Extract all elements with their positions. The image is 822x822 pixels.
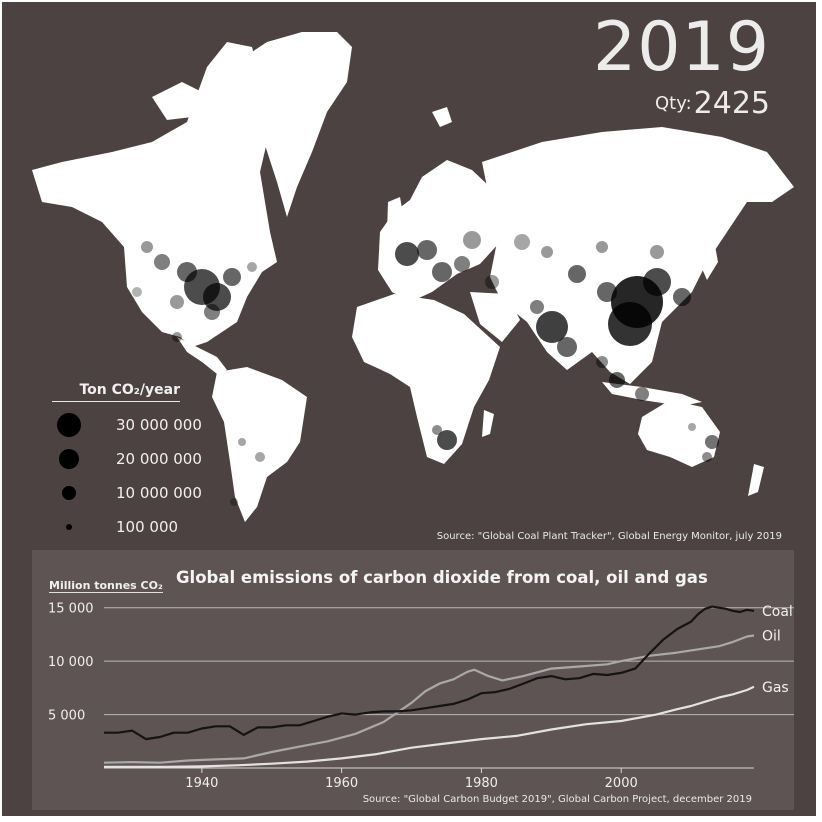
plant-bubble (132, 287, 142, 297)
plant-bubble (541, 246, 553, 258)
japan (700, 240, 718, 280)
plant-bubble (530, 300, 544, 314)
year-title: 2019 (592, 8, 770, 87)
plant-bubble (557, 337, 577, 357)
chart-source: Source: "Global Carbon Budget 2019", Glo… (362, 794, 752, 805)
asia (482, 127, 794, 384)
britain (387, 197, 404, 234)
plant-bubble (673, 288, 691, 306)
plant-bubble (536, 311, 568, 343)
plant-bubble (705, 435, 719, 449)
plant-bubble (702, 452, 712, 462)
plant-bubble (204, 304, 220, 320)
arctic-islands (152, 82, 202, 120)
series-line-oil (103, 634, 755, 764)
plant-bubble (635, 387, 649, 401)
plant-bubble (432, 425, 442, 435)
coal-plant-bubbles (132, 231, 719, 506)
y-tick-label: 15 000 (48, 602, 94, 617)
plant-bubble (463, 231, 481, 249)
plant-bubble (203, 283, 231, 311)
legend-label: 20 000 000 (116, 450, 202, 468)
legend-item: 30 000 000 (52, 408, 232, 442)
x-tick-label: 1980 (465, 776, 498, 791)
legend-dot-small (62, 486, 76, 500)
emissions-chart-panel: 5 000 10 000 15 000 1940 1960 1980 2000 Coal Oil… (32, 550, 794, 810)
qty-value: 2425 (693, 86, 770, 121)
north-america (32, 42, 277, 347)
plant-bubble (608, 302, 652, 346)
series-label: Coal (762, 604, 793, 620)
plant-bubble (177, 262, 197, 282)
qty-label: Qty: (655, 93, 692, 114)
series-label: Gas (762, 680, 789, 696)
plant-bubble (596, 241, 608, 253)
bubble-size-legend: Ton CO₂/year 30 000 000 20 000 000 10 00… (52, 382, 232, 544)
plant-bubble (172, 332, 182, 342)
new-zealand (748, 464, 764, 496)
x-tick-label: 1960 (325, 776, 358, 791)
x-tick-label: 2000 (605, 776, 638, 791)
madagascar (482, 410, 494, 437)
plant-bubble (454, 256, 470, 272)
south-america (212, 367, 307, 522)
plant-bubble (223, 268, 241, 286)
legend-item: 10 000 000 (52, 476, 232, 510)
plant-bubble (437, 430, 457, 450)
y-tick-label: 5 000 (48, 709, 85, 724)
legend-dot-large (57, 413, 81, 437)
central-america (177, 337, 227, 374)
series-label: Oil (762, 628, 781, 644)
plant-bubble (255, 452, 265, 462)
x-tick-label: 1940 (185, 776, 218, 791)
africa (352, 294, 500, 464)
australia (638, 400, 720, 467)
legend-label: 10 000 000 (116, 484, 202, 502)
plant-quantity: Qty:2425 (655, 86, 770, 121)
legend-item: 20 000 000 (52, 442, 232, 476)
plant-bubble (609, 372, 625, 388)
y-tick-label: 10 000 (48, 655, 94, 670)
plant-bubble (395, 242, 419, 266)
plant-bubble (417, 240, 437, 260)
plant-bubble (432, 262, 452, 282)
legend-dot-medium (59, 449, 79, 469)
world-map (32, 32, 794, 522)
series-line-gas (104, 685, 755, 768)
legend-label: 30 000 000 (116, 416, 202, 434)
plant-bubble (170, 295, 184, 309)
indonesia (602, 382, 702, 406)
arabia (470, 292, 520, 342)
chart-title: Global emissions of carbon dioxide from … (176, 568, 708, 587)
plant-bubble (485, 275, 499, 289)
plant-bubble (230, 498, 238, 506)
plant-bubble (141, 241, 153, 253)
series-line-coal (104, 605, 755, 741)
legend-label: 100 000 (116, 518, 179, 536)
chart-y-axis-label: Million tonnes CO₂ (49, 579, 163, 593)
legend-dot-tiny (66, 524, 72, 530)
plant-bubble (643, 268, 671, 296)
svalbard (432, 107, 452, 127)
plant-bubble (688, 423, 696, 431)
plant-bubble (514, 234, 530, 250)
plant-bubble (154, 254, 170, 270)
plant-bubble (596, 356, 608, 368)
legend-item: 100 000 (52, 510, 232, 544)
plant-bubble (597, 282, 617, 302)
plant-bubble (247, 262, 257, 272)
plant-bubble (568, 265, 586, 283)
greenland (237, 32, 352, 217)
map-source: Source: "Global Coal Plant Tracker", Glo… (436, 531, 782, 542)
plant-bubble (238, 438, 246, 446)
legend-title: Ton CO₂/year (52, 382, 180, 402)
plant-bubble (650, 245, 664, 259)
emissions-line-chart: 5 000 10 000 15 000 1940 1960 1980 2000 Coal Oil… (48, 602, 794, 791)
